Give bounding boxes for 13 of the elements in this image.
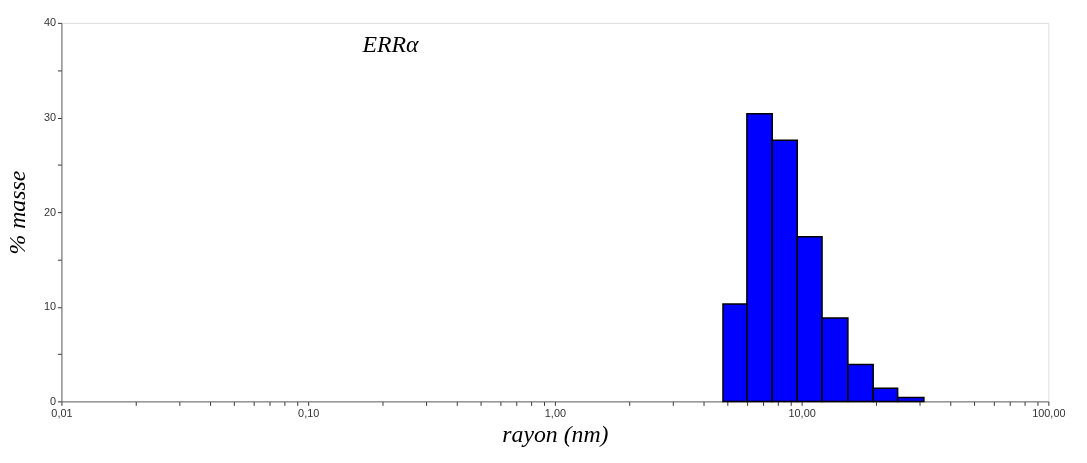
y-tick-label: 40 xyxy=(43,16,56,29)
chart-title: ERRα xyxy=(361,30,419,57)
x-tick-label: 0,10 xyxy=(298,406,320,419)
y-axis-title: % masse xyxy=(4,170,31,255)
y-tick-label: 20 xyxy=(43,205,56,218)
y-tick-label: 10 xyxy=(43,300,56,313)
x-tick-label: 100,00 xyxy=(1032,406,1066,419)
y-tick-label: 30 xyxy=(43,110,56,123)
x-tick-label: 0,01 xyxy=(51,406,73,419)
x-tick-label: 1,00 xyxy=(544,406,566,419)
x-axis-title: rayon (nm) xyxy=(502,420,609,447)
x-tick-label: 10,00 xyxy=(788,406,816,419)
y-tick-label: 0 xyxy=(49,394,56,407)
